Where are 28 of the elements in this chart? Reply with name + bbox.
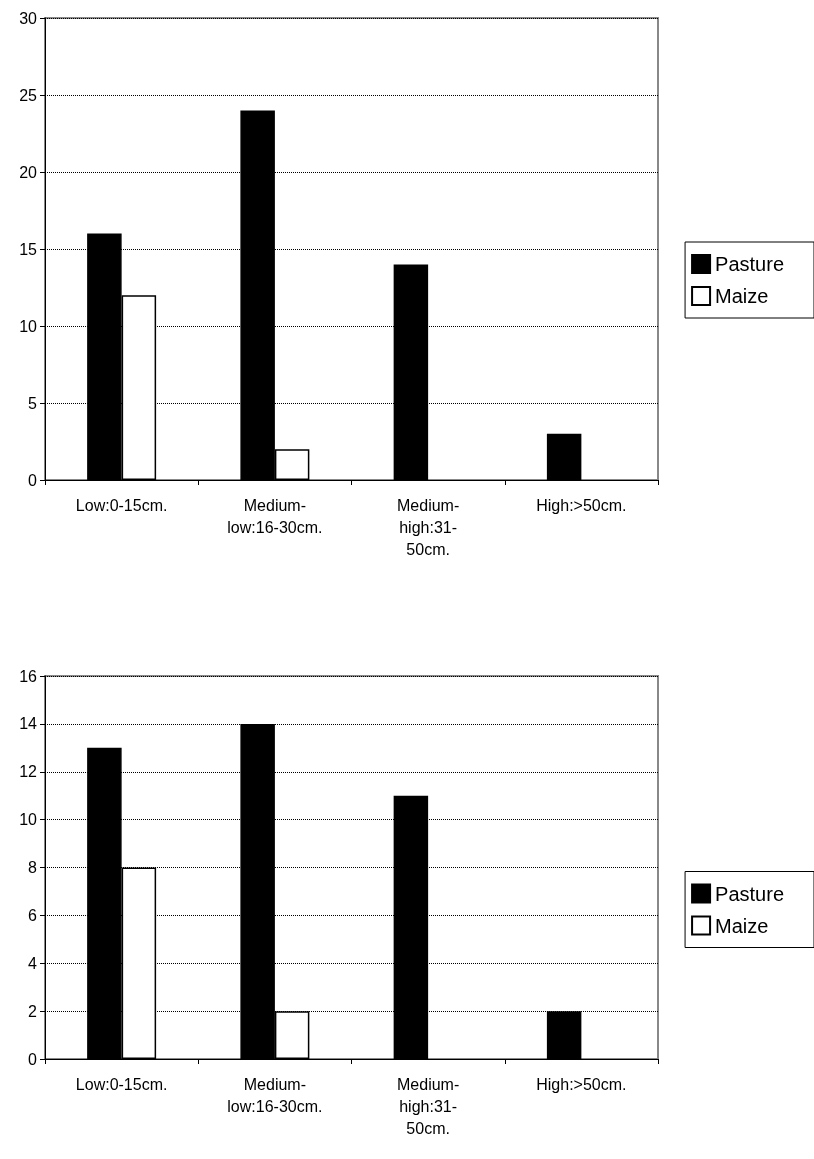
y-tick-label: 25 — [19, 86, 38, 104]
y-tick-label: 5 — [28, 394, 38, 412]
y-tick-label: 6 — [28, 906, 38, 924]
y-tick-label: 4 — [28, 954, 38, 972]
y-tick-label: 14 — [19, 715, 38, 733]
y-tick-label: 12 — [19, 763, 38, 781]
y-tick-label: 16 — [19, 667, 38, 685]
x-tick-label: High:>50cm. — [536, 496, 627, 514]
x-tick-label: Medium-high:31-50cm. — [397, 1075, 460, 1137]
x-tick-label: Low:0-15cm. — [75, 1075, 168, 1093]
y-tick-label: 0 — [28, 1050, 38, 1068]
y-tick-label: 15 — [19, 240, 38, 258]
x-tick-label: Medium-low:16-30cm. — [227, 1075, 323, 1115]
x-tick-label: Medium-high:31-50cm. — [397, 496, 460, 558]
legend-label: Maize — [715, 285, 769, 307]
y-tick-label: 20 — [19, 163, 38, 181]
x-tick-label: High:>50cm. — [536, 1075, 627, 1093]
y-tick-label: 0 — [28, 471, 38, 489]
y-tick-label: 10 — [19, 317, 38, 335]
y-tick-label: 2 — [28, 1002, 38, 1020]
legend-label: Maize — [715, 914, 769, 937]
x-tick-label: Low:0-15cm. — [75, 496, 168, 514]
y-tick-label: 8 — [28, 859, 38, 876]
legend-label: Pasture — [715, 253, 785, 275]
y-tick-label: 30 — [19, 9, 38, 27]
legend-label: Pasture — [715, 882, 785, 905]
y-tick-label: 10 — [19, 811, 38, 829]
x-tick-label: Medium-low:16-30cm. — [227, 496, 323, 536]
